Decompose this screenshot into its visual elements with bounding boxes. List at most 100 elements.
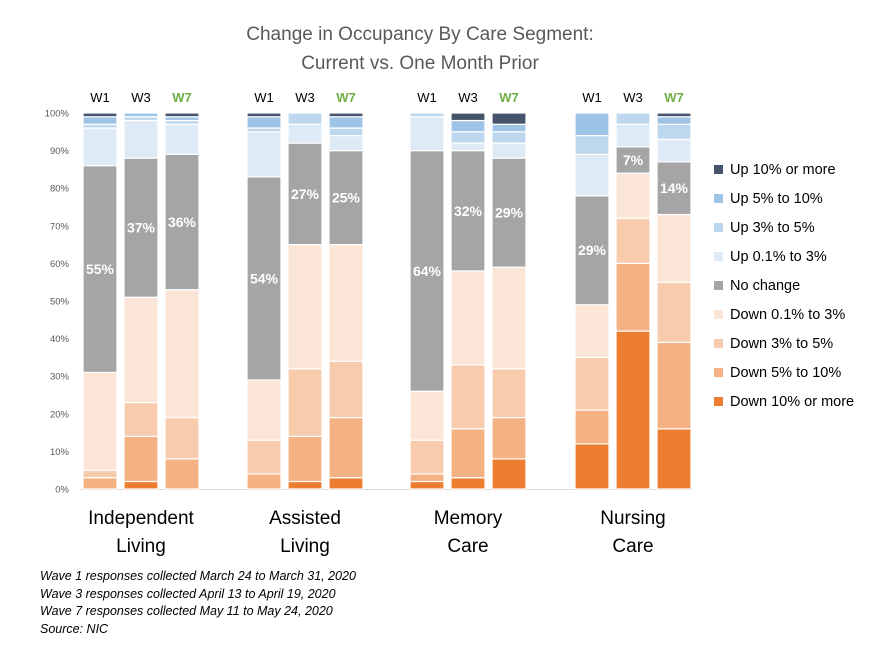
bar-segment [287,123,323,144]
bar-segment [574,112,610,137]
legend-swatch [714,310,723,319]
footnote-wave3: Wave 3 responses collected April 13 to A… [40,586,336,601]
y-tick-label: 20% [50,409,70,420]
bar-segment [491,142,527,159]
bar-segment [615,146,651,174]
legend-label: Down 3% to 5% [730,336,833,352]
y-tick-label: 50% [50,297,70,308]
data-label: 14% [660,180,689,196]
data-label: 32% [454,203,483,219]
legend-swatch [714,368,723,377]
legend-swatch [714,281,723,290]
bar-segment [287,435,323,483]
legend-swatch [714,165,723,174]
footnote-wave1: Wave 1 responses collected March 24 to M… [40,569,356,583]
legend-swatch [714,223,723,232]
bar-segment [656,116,692,125]
bar-segment [491,368,527,419]
bar-segment [123,119,159,159]
wave-label: W7 [664,90,684,105]
bar-segment [450,112,486,122]
data-label: 25% [332,190,361,206]
wave-label: W3 [295,90,315,105]
y-tick-label: 40% [50,334,70,345]
bar-segment [491,266,527,370]
bar-segment [82,112,118,118]
stacked-bar-chart: Change in Occupancy By Care Segment: Curr… [45,24,854,557]
bar-segment [450,270,486,366]
bar-segment [409,480,445,490]
bar-segment [287,368,323,437]
bar-segment [328,244,364,362]
bar-segment [246,112,282,118]
bar-segment [491,458,527,490]
bar-segment [287,480,323,490]
bar-segment [409,150,445,392]
bar-segment [409,116,445,152]
bar-segment [574,304,610,359]
wave-label: W1 [254,90,274,105]
bar-segment [409,439,445,475]
legend-label: Up 3% to 5% [730,220,815,236]
bar-segment [328,360,364,419]
legend-swatch [714,252,723,261]
bar-segment [574,443,610,490]
bar-segment [491,112,527,125]
bar-segment [656,281,692,343]
category-label: Assisted [269,508,341,529]
bar-segment [491,131,527,144]
bar-segment [615,123,651,148]
data-label: 55% [86,261,115,277]
y-tick-label: 100% [45,109,70,120]
bar-segment [450,364,486,430]
bar-segment [615,112,651,125]
bar-segment [656,138,692,163]
legend-label: Up 10% or more [730,162,836,178]
bar-segment [328,134,364,152]
bar-segment [123,480,159,490]
legend-label: Up 5% to 10% [730,191,823,207]
data-label: 7% [623,152,644,168]
category-label: Living [280,536,330,557]
legend-label: Down 5% to 10% [730,365,841,381]
wave-label: W7 [172,90,192,105]
category-label: Care [612,536,653,557]
bar-segment [491,416,527,460]
y-tick-label: 70% [50,221,70,232]
category-label: Independent [88,508,194,529]
bar-segment [656,428,692,490]
bar-segment [123,157,159,298]
y-tick-label: 80% [50,184,70,195]
bar-segment [246,473,282,490]
bar-segment [82,116,118,125]
bar-segment [164,289,200,419]
bar-segment [328,416,364,479]
wave-label: W1 [417,90,437,105]
bar-segment [82,477,118,490]
bar-segment [450,150,486,272]
bar-segment [164,416,200,460]
legend-label: Down 10% or more [730,394,854,410]
bar-segment [615,172,651,219]
wave-label: W1 [90,90,110,105]
legend-swatch [714,397,723,406]
bar-segment [328,116,364,129]
bar-segment [574,356,610,411]
bar-segment [246,379,282,441]
bar-segment [615,217,651,264]
bar-segment [491,157,527,268]
y-tick-label: 0% [55,485,69,496]
wave-label: W7 [336,90,356,105]
bar-segment [409,473,445,483]
legend-swatch [714,194,723,203]
y-tick-label: 30% [50,372,70,383]
bar-segment [123,296,159,404]
data-label: 29% [578,242,607,258]
bar-segment [409,390,445,441]
category-label: Care [447,536,488,557]
bar-segment [450,142,486,152]
wave-label: W3 [458,90,478,105]
bar-segment [450,477,486,490]
data-label: 29% [495,205,524,221]
